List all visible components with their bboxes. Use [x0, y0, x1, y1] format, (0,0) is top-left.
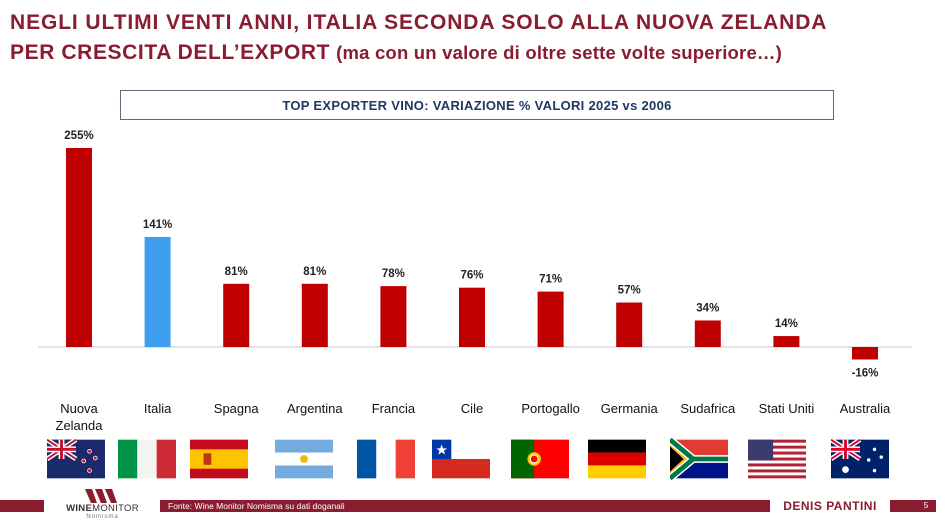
- category-label: Germania: [601, 401, 659, 416]
- new-zealand-flag-icon: [47, 438, 105, 479]
- headline-line-1: NEGLI ULTIMI VENTI ANNI, ITALIA SECONDA …: [10, 11, 828, 34]
- footer-accent-bar: [0, 500, 44, 512]
- italy-flag-icon: [118, 439, 176, 479]
- footer-author: DENIS PANTINI: [770, 498, 890, 514]
- data-label: 81%: [225, 266, 248, 278]
- category-label: Spagna: [214, 401, 260, 416]
- category-label: Francia: [372, 401, 416, 416]
- argentina-flag-icon: [275, 439, 333, 479]
- chile-flag-icon: [432, 439, 490, 479]
- category-label: Argentina: [287, 401, 343, 416]
- france-flag-icon: [357, 439, 415, 479]
- footer-bar: [160, 500, 916, 512]
- bar-italia: [144, 236, 171, 347]
- category-label: Sudafrica: [680, 401, 736, 416]
- category-label: Italia: [144, 401, 172, 416]
- data-label: -16%: [852, 367, 879, 379]
- category-label: Portogallo: [521, 401, 580, 416]
- united-states-flag-icon: [748, 439, 806, 479]
- spain-flag-icon: [190, 439, 248, 479]
- bar-argentina: [301, 283, 328, 347]
- bar-germania: [616, 302, 643, 347]
- headline-subtitle: (ma con un valore di oltre sette volte s…: [336, 42, 782, 63]
- page-number: 5: [916, 500, 936, 512]
- category-label: Zelanda: [56, 418, 104, 433]
- germany-flag-icon: [588, 439, 646, 479]
- category-label: Australia: [840, 401, 891, 416]
- bar-stati-uniti: [773, 336, 800, 347]
- south-africa-flag-icon: [670, 438, 728, 480]
- category-label: Stati Uniti: [759, 401, 815, 416]
- wine-monitor-logo-text: WINEMONITOR: [66, 503, 139, 514]
- bar-spagna: [223, 283, 250, 347]
- bar-sudafrica: [694, 320, 721, 347]
- data-label: 14%: [775, 318, 798, 330]
- portugal-flag-icon: [511, 439, 569, 479]
- chart-title: TOP EXPORTER VINO: VARIAZIONE % VALORI 2…: [120, 90, 834, 120]
- data-label: 255%: [64, 130, 93, 142]
- bar-nuova-zelanda: [66, 148, 92, 347]
- category-label: Nuova: [60, 401, 98, 416]
- data-label: 71%: [539, 274, 562, 286]
- footer-source: Fonte: Wine Monitor Nomisma su dati doga…: [168, 501, 345, 511]
- category-label: Cile: [461, 401, 483, 416]
- data-label: 78%: [382, 268, 405, 280]
- data-label: 76%: [460, 270, 483, 282]
- bar-francia: [380, 286, 407, 347]
- australia-flag-icon: [831, 438, 889, 479]
- headline-line-2: PER CRESCITA DELL’EXPORT (ma con un valor…: [10, 38, 945, 68]
- wine-monitor-logo: WINEMONITOR Nomisma: [55, 488, 150, 528]
- data-label: 34%: [696, 302, 719, 314]
- headline-line-2-main: PER CRESCITA DELL’EXPORT: [10, 41, 331, 64]
- data-label: 81%: [303, 266, 326, 278]
- bar-portogallo: [537, 291, 564, 347]
- bar-australia: [852, 347, 878, 360]
- headline: NEGLI ULTIMI VENTI ANNI, ITALIA SECONDA …: [10, 8, 945, 68]
- data-label: 141%: [143, 219, 172, 231]
- bar-cile: [459, 287, 485, 347]
- wine-monitor-logo-subtitle: Nomisma: [86, 514, 119, 520]
- wine-monitor-logo-mark: [84, 489, 117, 503]
- data-label: 57%: [618, 285, 641, 297]
